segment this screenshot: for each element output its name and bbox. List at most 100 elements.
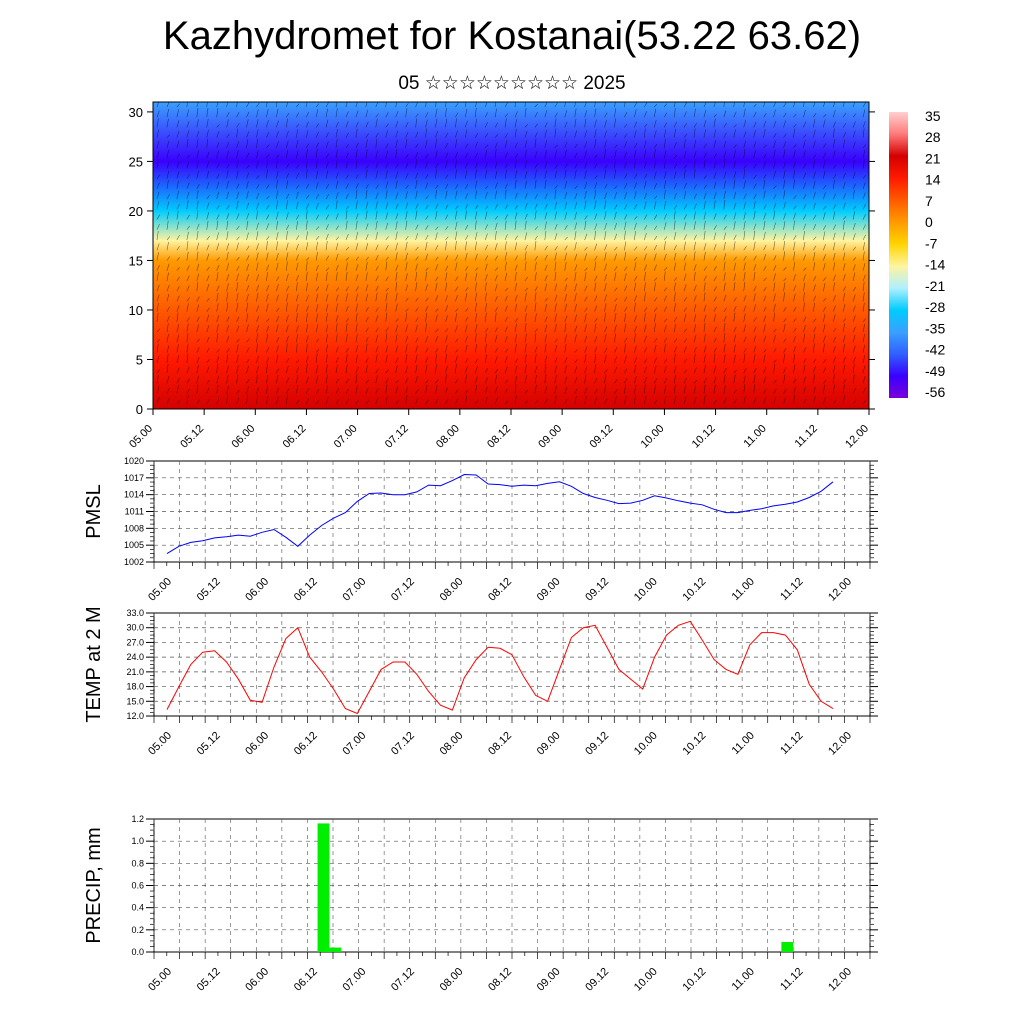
ytick-label: 24.0 [126,652,144,662]
ytick-label: 21.0 [126,667,144,677]
pmsl-series-line [166,473,834,555]
chart-title: Kazhydromet for Kostanai(53.22 63.62) [162,14,862,58]
colorbar-label: 21 [925,150,941,166]
heatmap-xtick-label: 05.00 [127,423,155,451]
heatmap-ytick-label: 20 [129,204,143,219]
colorbar-label: 35 [925,108,941,124]
ytick-label: 0.0 [131,947,144,957]
heatmap-ytick-label: 15 [129,253,143,268]
ytick-label: 1008 [124,523,144,533]
xtick-label: 11.12 [778,576,805,603]
colorbar-label: -56 [925,384,945,400]
colorbar-label: 28 [925,129,941,145]
xtick-label: 10.12 [680,576,708,604]
xtick-label: 11.00 [730,966,757,993]
ytick-label: 1020 [124,456,144,466]
heatmap-xtick-label: 08.12 [485,423,513,451]
heatmap-xtick-label: 11.00 [741,423,768,450]
heatmap-ytick-label: 25 [129,154,143,169]
colorbar-label: -7 [925,235,938,251]
heatmap-field [153,102,869,409]
ytick-label: 15.0 [126,696,144,706]
xtick-label: 10.00 [632,966,660,994]
heatmap-xtick-label: 06.12 [281,423,309,451]
xtick-label: 09.12 [583,966,611,994]
xtick-label: 05.00 [146,966,174,994]
ytick-label: 1.2 [131,814,144,824]
xtick-label: 07.12 [389,730,417,758]
xtick-label: 06.00 [243,966,271,994]
ytick-label: 1011 [125,507,144,517]
xtick-label: 08.00 [438,730,466,758]
xtick-label: 08.12 [486,966,514,994]
xtick-label: 07.00 [340,730,368,758]
xtick-label: 06.12 [292,966,320,994]
xtick-label: 10.12 [680,966,708,994]
xtick-label: 10.12 [680,730,708,758]
heatmap-xtick-label: 07.12 [383,423,411,451]
precip-bar [317,823,330,952]
xtick-label: 06.00 [243,730,271,758]
xtick-label: 11.00 [730,576,757,603]
ytick-label: 1005 [124,540,144,550]
ytick-label: 1.0 [131,836,144,846]
xtick-label: 09.00 [535,730,563,758]
ytick-label: 1014 [124,490,144,500]
heatmap-xtick-label: 12.00 [843,423,871,451]
xtick-label: 07.00 [340,966,368,994]
chart-subtitle: 05 ☆☆☆☆☆☆☆☆☆ 2025 [398,73,626,94]
xtick-label: 12.00 [826,576,854,604]
pmsl-panel: 1002 1005 1008 1011 1014 1017 1020 05.00 05.12 06… [83,456,878,604]
y-axis-title: TEMP at 2 M [83,606,105,722]
xtick-label: 07.12 [389,576,417,604]
ytick-label: 27.0 [126,637,144,647]
colorbar-label: -21 [925,278,945,294]
ytick-label: 12.0 [126,711,144,721]
heatmap-xtick-label: 09.12 [587,423,615,451]
heatmap-xtick-label: 06.00 [229,423,257,451]
temp-2m-panel: 12.0 15.0 18.0 21.0 24.0 27.0 30.0 33.0 05.00 05.… [83,606,878,758]
ytick-label: 1002 [124,557,144,567]
xtick-label: 09.12 [583,730,611,758]
xtick-label: 05.00 [146,576,174,604]
heatmap-xtick-label: 08.00 [434,423,462,451]
xtick-label: 10.00 [632,576,660,604]
colorbar-label: 0 [925,214,933,230]
heatmap-ytick-label: 0 [136,402,143,417]
xtick-label: 10.00 [632,730,660,758]
xtick-label: 11.00 [730,730,757,757]
xtick-label: 08.12 [486,576,514,604]
ytick-label: 30.0 [126,623,144,633]
ytick-label: 33.0 [126,608,144,618]
temperature-cross-section-panel: 0 5 10 15 20 25 30 05.00 05.12 06.00 06.12 07.00 07.… [127,101,875,451]
xtick-label: 11.12 [778,966,805,993]
colorbar-label: -42 [925,342,945,358]
heatmap-xtick-label: 10.12 [690,423,718,451]
colorbar-label: -35 [925,320,945,336]
precip-bar [781,942,794,952]
heatmap-ytick-label: 5 [136,352,143,367]
xtick-label: 09.12 [583,576,611,604]
heatmap-xtick-label: 10.00 [639,423,667,451]
ytick-label: 0.2 [131,925,144,935]
ytick-label: 18.0 [126,682,144,692]
colorbar-label: 14 [925,172,941,188]
heatmap-ytick-label: 10 [129,303,143,318]
temp-series-line [166,620,834,715]
heatmap-xtick-label: 05.12 [178,423,206,451]
wind-barbs [156,102,867,404]
xtick-label: 09.00 [535,966,563,994]
heatmap-xtick-label: 07.00 [332,423,360,451]
heatmap-xtick-label: 09.00 [536,423,564,451]
xtick-label: 05.12 [195,576,223,604]
xtick-label: 08.00 [438,576,466,604]
ytick-label: 1017 [124,473,144,483]
colorbar: 35 28 21 14 7 0 -7 -14 -21 -28 -35 -42 -49 -56 [889,108,945,400]
xtick-label: 08.00 [438,966,466,994]
heatmap-xtick-label: 11.12 [793,423,820,450]
y-axis-title: PMSL [83,484,105,538]
xtick-label: 07.12 [389,966,417,994]
xtick-label: 08.12 [486,730,514,758]
colorbar-label: -14 [925,257,945,273]
ytick-label: 0.4 [131,903,144,913]
